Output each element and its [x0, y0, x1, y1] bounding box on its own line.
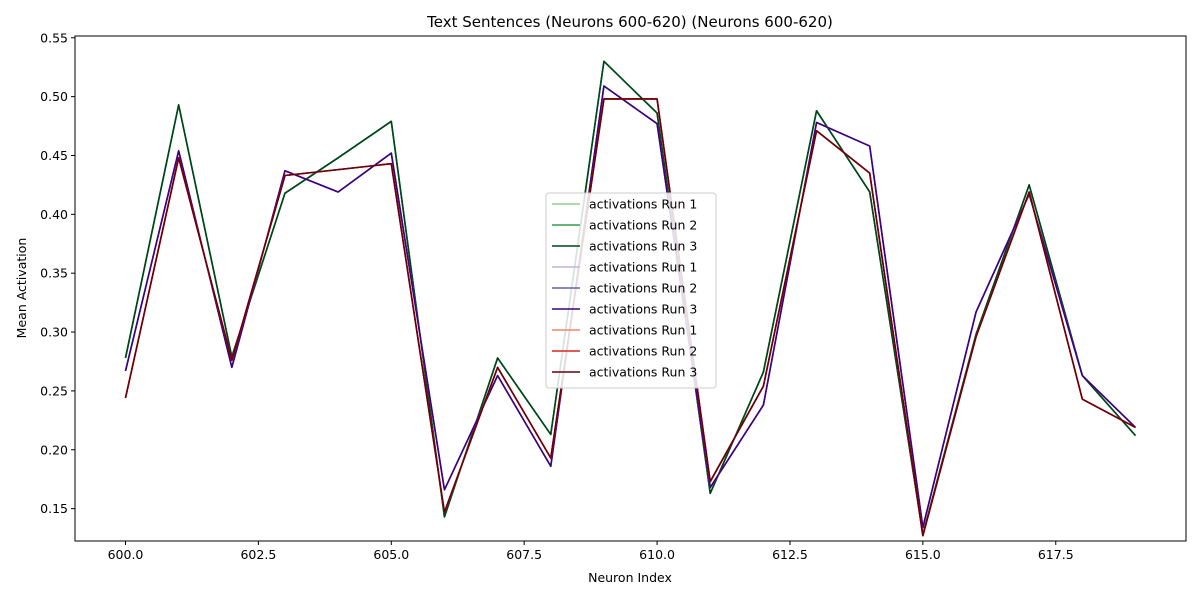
x-tick-label: 615.0 [905, 547, 941, 562]
y-tick-label: 0.30 [40, 325, 68, 340]
x-tick-label: 610.0 [639, 547, 675, 562]
chart-title: Text Sentences (Neurons 600-620) (Neuron… [426, 13, 833, 31]
legend-entry: activations Run 3 [589, 302, 697, 317]
legend-entry: activations Run 1 [589, 323, 697, 338]
x-tick-label: 600.0 [108, 547, 144, 562]
y-tick-label: 0.25 [40, 383, 68, 398]
y-tick-label: 0.40 [40, 207, 68, 222]
x-tick-label: 612.5 [772, 547, 808, 562]
legend-entry: activations Run 1 [589, 260, 697, 275]
y-tick-label: 0.35 [40, 266, 68, 281]
y-axis-ticks: 0.15 0.20 0.25 0.30 0.35 0.40 0.45 0.50 0.55 [40, 30, 75, 516]
series-line-9 [124, 98, 1136, 537]
y-tick-label: 0.45 [40, 148, 68, 163]
y-tick-label: 0.20 [40, 442, 68, 457]
legend-entry: activations Run 3 [589, 239, 697, 254]
legend-entry: activations Run 2 [589, 281, 697, 296]
legend: activations Run 1 activations Run 2 activa… [545, 192, 717, 389]
x-axis-label: Neuron Index [588, 570, 672, 585]
plot-area-frame [74, 35, 1187, 542]
legend-entry: activations Run 1 [589, 197, 697, 212]
y-tick-label: 0.50 [40, 89, 68, 104]
y-tick-label: 0.55 [40, 30, 68, 45]
x-axis-ticks: 600.0 602.5 605.0 607.5 610.0 612.5 615.0 617.5 [108, 541, 1074, 562]
legend-entry: activations Run 3 [589, 365, 697, 380]
y-tick-label: 0.15 [40, 501, 68, 516]
legend-box [545, 192, 717, 389]
x-tick-label: 605.0 [373, 547, 409, 562]
legend-entry: activations Run 2 [589, 344, 697, 359]
legend-entry: activations Run 2 [589, 218, 697, 233]
series-lines [124, 60, 1137, 537]
x-tick-label: 607.5 [506, 547, 542, 562]
y-axis-label: Mean Activation [14, 238, 29, 339]
x-tick-label: 617.5 [1038, 547, 1074, 562]
x-tick-label: 602.5 [240, 547, 276, 562]
